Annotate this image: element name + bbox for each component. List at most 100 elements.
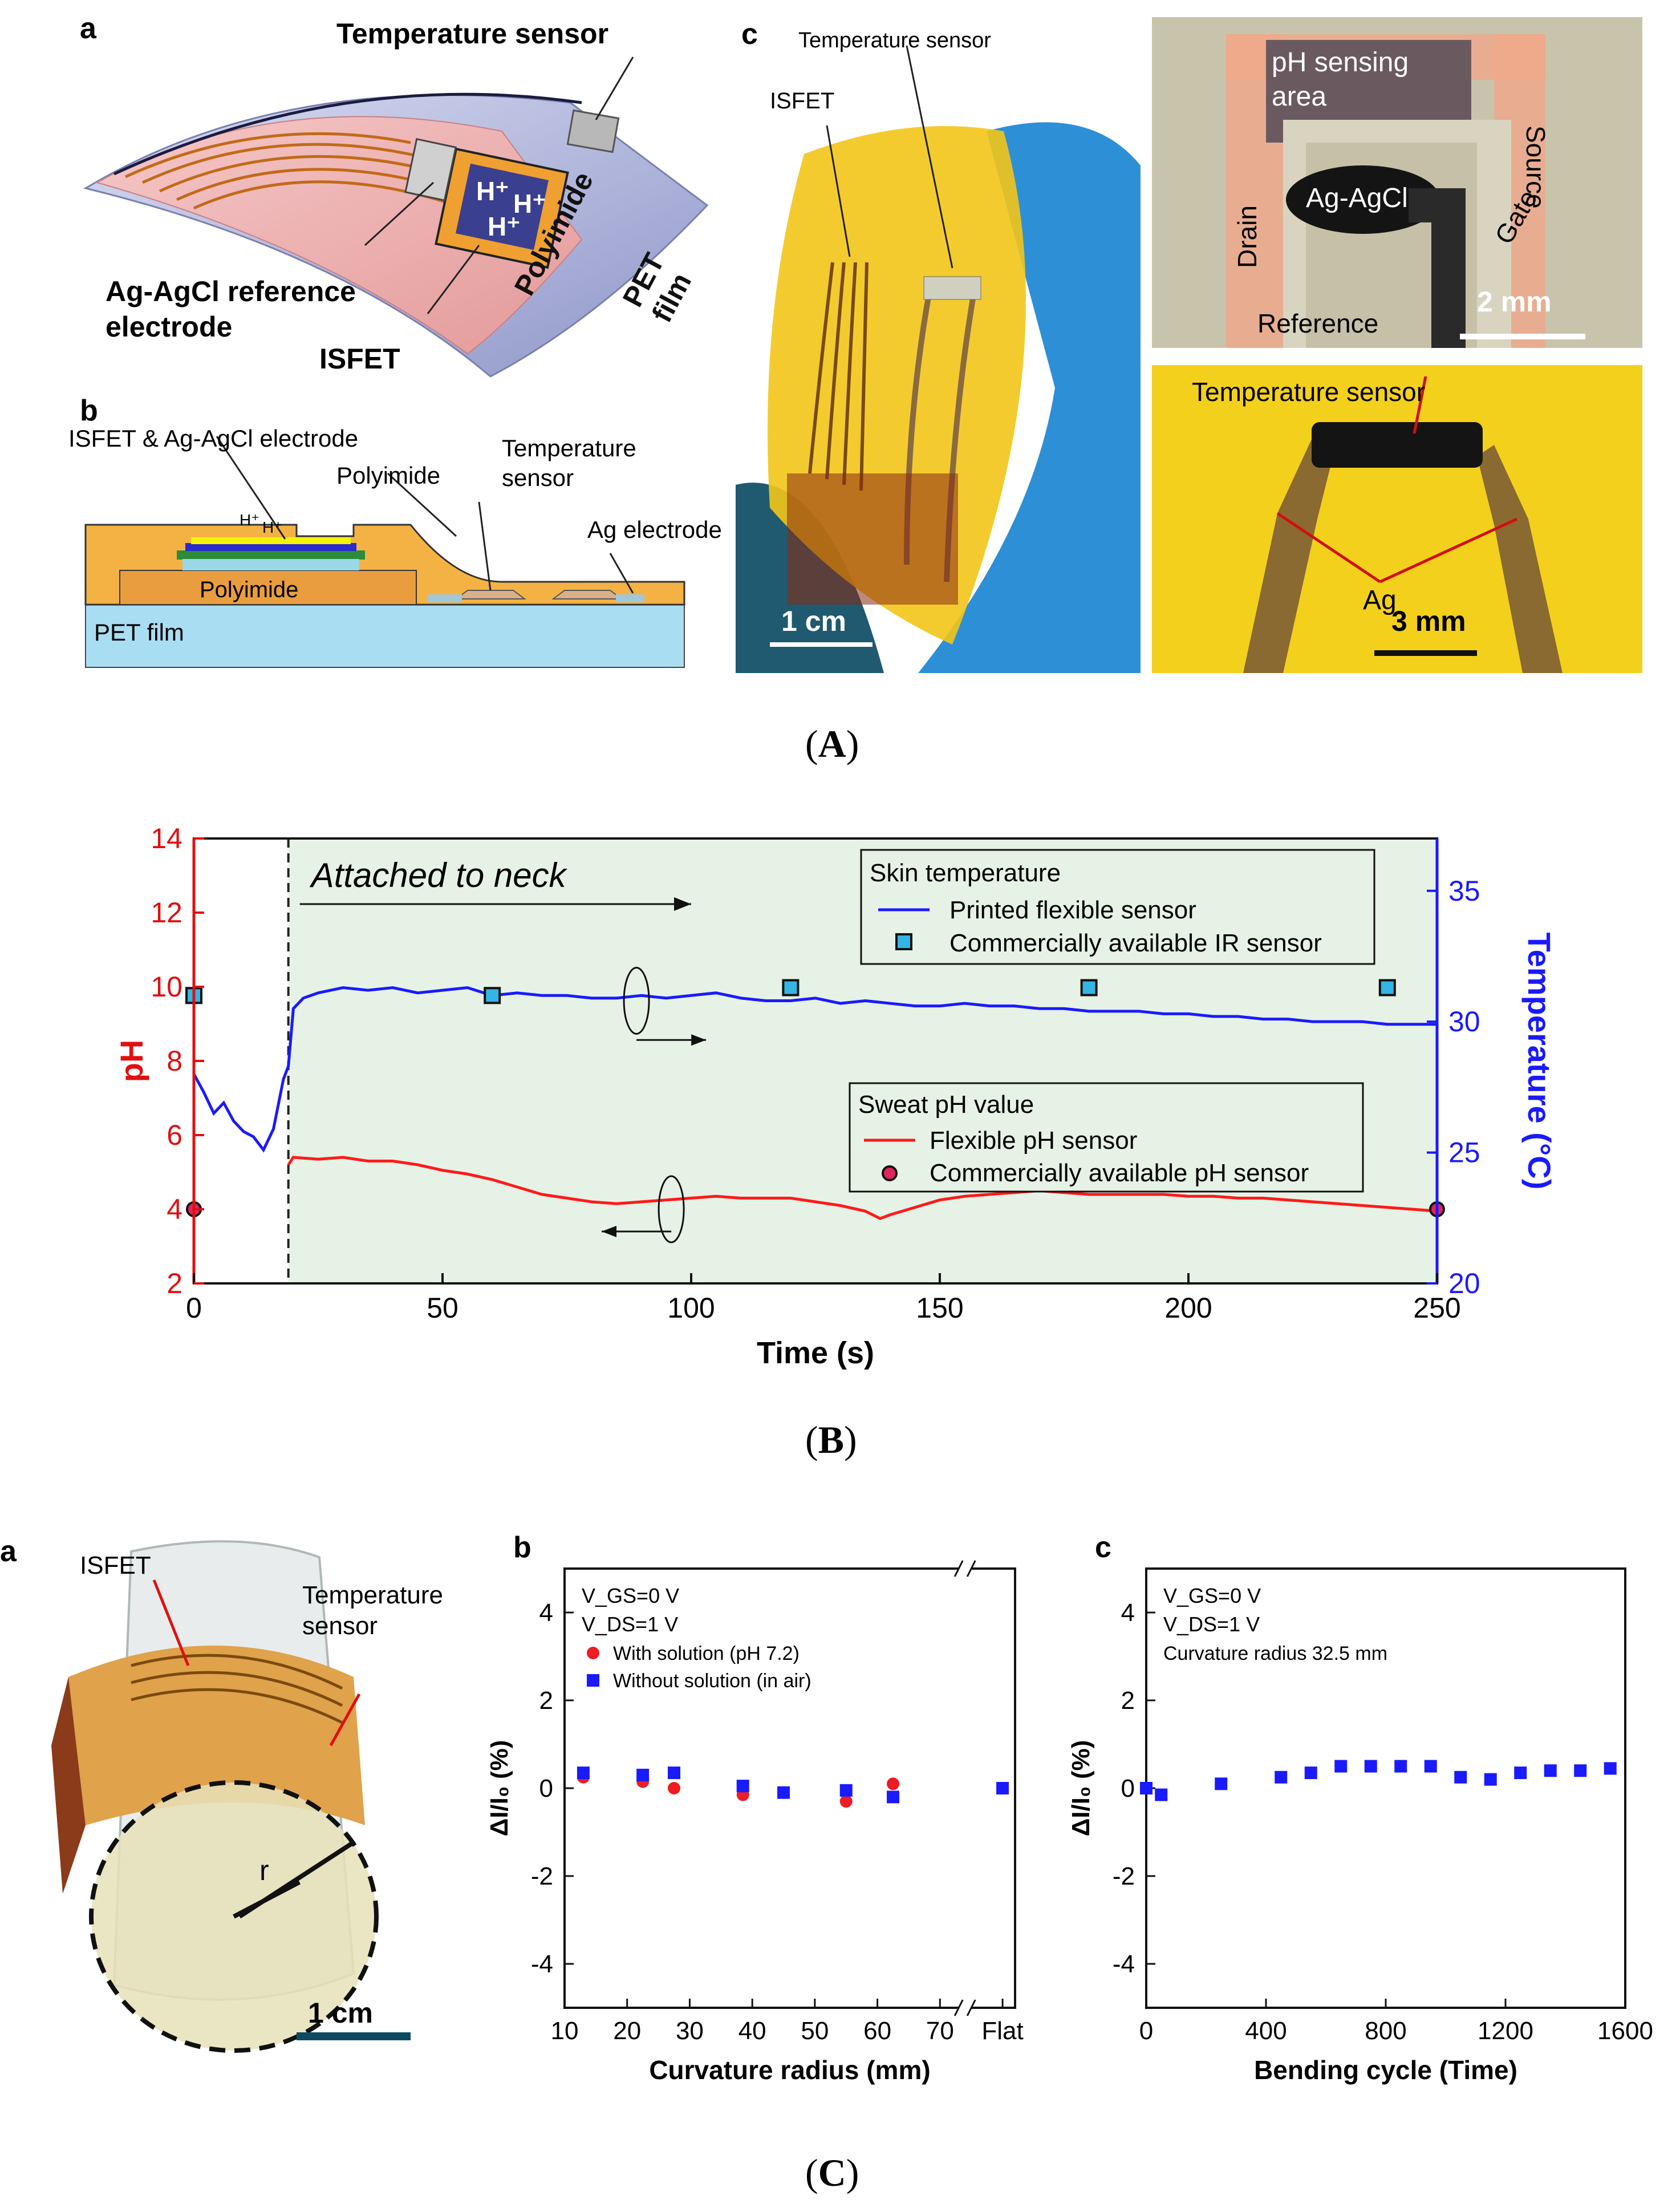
layered-sensor-illustration	[83, 56, 709, 378]
data-point-square	[777, 1786, 790, 1799]
isfet-label: ISFET	[770, 88, 835, 114]
left-axis-indicator-arrowhead	[602, 1226, 617, 1237]
isfet-label: ISFET	[319, 343, 400, 375]
reference-electrode-label: Ag-AgCl reference electrode	[105, 274, 356, 345]
temperature-sensor-element	[1312, 422, 1483, 468]
ph-sensing-line2: area	[1272, 82, 1327, 112]
h-plus-label: H⁺	[262, 518, 282, 536]
reference-electrode-pad	[404, 137, 457, 202]
panel-b-caption: (B)	[805, 1418, 857, 1461]
data-point-circle	[839, 1795, 853, 1808]
panel-b-caption-letter: B	[818, 1418, 845, 1461]
data-point-square	[839, 1784, 853, 1797]
temperature-line2: sensor	[502, 464, 574, 491]
axis-break-mark	[953, 1560, 964, 1577]
legend-title: Skin temperature	[870, 859, 1061, 887]
data-point-square	[1484, 1773, 1497, 1786]
y-axis-label: ΔI/I₀ (%)	[1067, 1740, 1095, 1837]
ph-sensing-area-label: pH sensing area	[1272, 46, 1409, 114]
vds-label: V_DS=1 V	[582, 1613, 678, 1636]
polyimide-inner-label: Polyimide	[200, 577, 299, 602]
vgs-label: V_GS=0 V	[582, 1584, 679, 1607]
y-right-tick-label: 30	[1448, 1006, 1480, 1038]
temperature-line1: Temperature	[302, 1581, 444, 1609]
panel-a-caption-letter: A	[818, 722, 846, 765]
ag-agcl-blob	[1286, 165, 1440, 234]
x-tick-label: 70	[926, 2017, 954, 2045]
legend-label: Without solution (in air)	[613, 1670, 811, 1692]
y-left-tick-label: 10	[151, 971, 182, 1003]
data-point-square	[1394, 1760, 1407, 1773]
y-tick-label: 2	[539, 1687, 553, 1715]
h-plus-label: H⁺	[476, 176, 509, 206]
axis-break-gap	[959, 2000, 971, 2016]
panel-b-label: b	[80, 394, 98, 427]
data-point-square	[1140, 1782, 1152, 1794]
flexible-device-photo	[736, 17, 1141, 673]
x-tick-label: 60	[863, 2017, 891, 2045]
radius-label: r	[259, 1854, 269, 1886]
y-tick-label: 0	[1121, 1775, 1135, 1802]
temperature-sensor-label: Temperature sensor	[1192, 377, 1426, 407]
ph-temperature-chart: 0 50 100 150 200 250 2 4 6 8 10 12 14 20 25 30 35 Time (s…	[113, 823, 1557, 1370]
y-left-tick-label: 2	[167, 1267, 182, 1299]
panel-c-a-photo: a ISFET Temperature sensor r 1 cm	[0, 1506, 468, 2071]
bent-device-photo	[0, 1506, 468, 2071]
ir-sensor-marker	[1378, 979, 1396, 996]
x-tick-label: 800	[1365, 2017, 1406, 2045]
y-tick-label: 4	[1121, 1599, 1135, 1627]
x-tick-label: 30	[676, 2017, 704, 2045]
panel-c-caption-letter: C	[818, 2151, 846, 2194]
isfet-electrode-label: ISFET & Ag-AgCl electrode	[68, 425, 359, 452]
inner-polyimide	[119, 570, 417, 605]
y-tick-label: -4	[1113, 1950, 1135, 1978]
legend-swatch	[587, 1674, 599, 1687]
data-point-square	[1304, 1767, 1317, 1780]
panel-c-caption: (C)	[805, 2151, 859, 2194]
data-point-square	[1155, 1788, 1168, 1801]
y-right-tick-label: 20	[1448, 1267, 1480, 1299]
legend-line-label: Flexible pH sensor	[930, 1127, 1137, 1154]
temperature-line1: Temperature	[502, 435, 636, 461]
y-tick-label: -2	[531, 1862, 553, 1890]
x-axis-label: Time (s)	[757, 1336, 874, 1370]
y-left-tick-label: 8	[167, 1045, 182, 1077]
x-tick-label: 400	[1245, 2017, 1287, 2045]
data-point-square	[1424, 1760, 1437, 1773]
scale-bar-label: 2 mm	[1477, 286, 1552, 318]
isfet-label: ISFET	[80, 1551, 151, 1579]
data-point-square	[1275, 1771, 1288, 1784]
panel-a-schematic: a Temperature sensor H⁺ H⁺ H⁺ Polyimide …	[0, 0, 719, 388]
x-tick-label: Flat	[981, 2017, 1023, 2045]
data-point-circle	[887, 1777, 900, 1790]
ag-electrode-label: Ag electrode	[587, 516, 722, 543]
legend-marker-label: Commercially available pH sensor	[930, 1159, 1309, 1187]
polyimide-top-label: Polyimide	[336, 462, 441, 489]
data-point-square	[1574, 1764, 1587, 1777]
panel-e-photo: e Temperature sensor Ag 3 mm	[1152, 365, 1642, 673]
y-right-tick-label: 35	[1448, 875, 1480, 907]
axis-break-gap	[959, 1561, 971, 1577]
axis-break-mark	[966, 1560, 976, 1577]
x-axis-label: Curvature radius (mm)	[649, 2055, 930, 2085]
x-tick-label: 1200	[1478, 2017, 1533, 2045]
x-tick-label: 50	[801, 2017, 829, 2045]
ag-label: Ag	[1363, 585, 1397, 615]
chart-label: c	[1095, 1531, 1111, 1564]
temperature-series-line	[192, 986, 1437, 1153]
temperature-sensor-label: Temperature sensor	[502, 434, 636, 493]
data-point-square	[1604, 1762, 1617, 1775]
ph-sensing-area-photo	[1152, 17, 1642, 348]
x-axis-label: Bending cycle (Time)	[1254, 2055, 1517, 2085]
reference-electrode-line1: Ag-AgCl reference	[105, 276, 356, 307]
legend-box	[849, 1082, 1364, 1193]
data-point-square	[1514, 1767, 1527, 1780]
scale-bar-label: 1 cm	[781, 605, 846, 637]
ir-sensor-marker	[782, 979, 800, 996]
temperature-sensor-pad	[566, 109, 620, 153]
y-tick-label: -4	[531, 1950, 553, 1978]
reference-electrode-line2: electrode	[105, 311, 233, 343]
data-point-square	[1215, 1777, 1228, 1790]
panel-b-cross-section: b ISFET & Ag-AgCl electrode Temperature …	[68, 394, 747, 684]
data-point-square	[736, 1780, 749, 1793]
